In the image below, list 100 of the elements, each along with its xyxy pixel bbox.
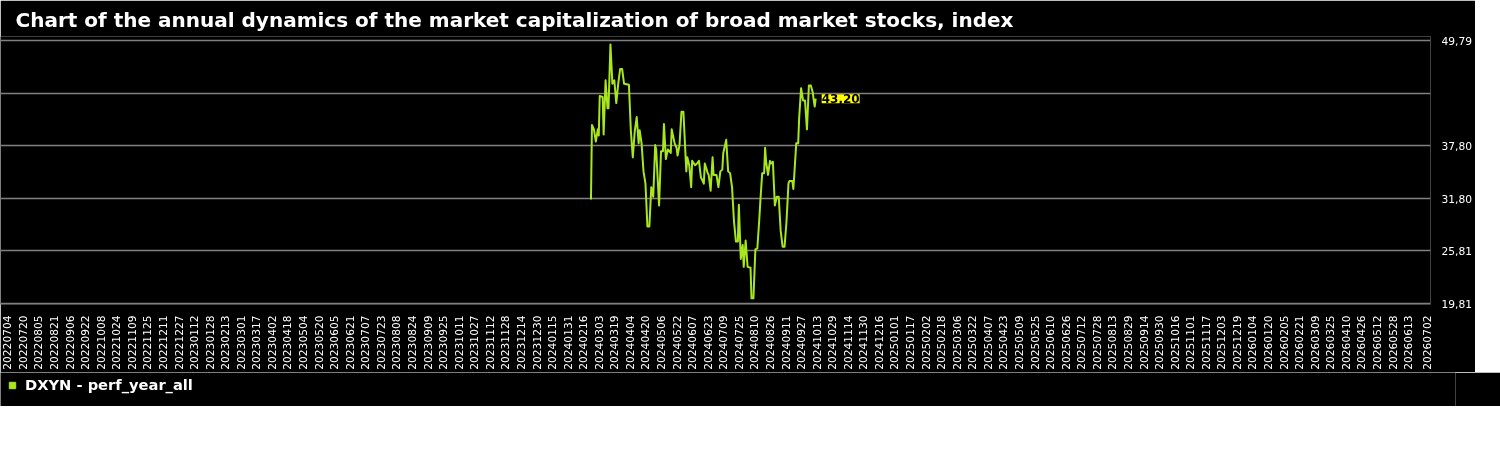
x-tick-label: 20250712 [1075, 315, 1089, 370]
x-tick-label: 20251117 [1199, 315, 1213, 370]
x-tick-label: 20240319 [608, 315, 622, 370]
x-tick-label: 20241114 [841, 315, 855, 370]
annotation: 43,20 [821, 92, 860, 107]
x-tick-label: 20241130 [857, 315, 871, 370]
x-tick-label: 20250829 [1121, 315, 1135, 370]
x-tick-label: 20250509 [1013, 315, 1027, 370]
x-tick-label: 20260104 [1246, 315, 1260, 370]
x-tick-label: 20220821 [48, 315, 61, 370]
x-tick-label: 20251203 [1215, 315, 1229, 370]
x-tick-label: 20250218 [935, 315, 949, 370]
x-tick-label: 20240303 [592, 315, 606, 370]
y-tick-label: 19,81 [1441, 297, 1473, 311]
x-tick-label: 20260120 [1262, 315, 1276, 370]
x-tick-label: 20230605 [328, 315, 342, 370]
x-tick-label: 20260221 [1293, 315, 1307, 370]
x-tick-label: 20251219 [1230, 315, 1244, 370]
x-tick-label: 20240927 [795, 315, 809, 370]
x-tick-label: 20260426 [1355, 315, 1369, 370]
x-tick-label: 20260410 [1339, 315, 1353, 370]
x-tick-label: 20251016 [1168, 315, 1182, 370]
x-tick-label: 20250306 [950, 315, 964, 370]
x-tick-label: 20240810 [748, 315, 762, 370]
y-tick-label: 25,81 [1441, 244, 1473, 258]
line-series [589, 43, 817, 300]
x-tick-label: 20231214 [514, 315, 528, 370]
x-tick-label: 20221227 [172, 315, 186, 370]
x-tick-label: 20230301 [234, 315, 248, 370]
y-tick-label: 49,79 [1441, 34, 1473, 48]
x-tick-label: 20230824 [405, 315, 419, 370]
x-tick-label: 20240623 [701, 315, 715, 370]
x-tick-label: 20230707 [359, 315, 373, 370]
x-tick-label: 20241029 [826, 315, 840, 370]
x-tick-label: 20250626 [1059, 315, 1073, 370]
x-tick-label: 20250914 [1137, 315, 1151, 370]
x-tick-label: 20240506 [655, 315, 669, 370]
x-tick-label: 20240826 [763, 315, 777, 370]
x-tick-label: 20251101 [1184, 315, 1198, 370]
legend-label: DXYN - perf_year_all [25, 376, 193, 393]
y-tick-label: 31,80 [1441, 192, 1473, 206]
x-tick-label: 20250101 [888, 315, 902, 370]
x-tick-label: 20260512 [1371, 315, 1384, 370]
x-tick-label: 20220704 [1, 315, 15, 370]
x-tick-label: 20260613 [1402, 315, 1416, 370]
x-tick-label: 20231027 [468, 315, 482, 370]
x-tick-label: 20230723 [374, 315, 388, 370]
x-tick-label: 20240420 [639, 315, 653, 370]
x-tick-label: 20230317 [250, 315, 264, 370]
x-tick-label: 20221024 [110, 315, 124, 370]
x-tick-label: 20230925 [437, 315, 451, 370]
x-tick-label: 20250423 [997, 315, 1011, 370]
x-tick-label: 20230621 [343, 315, 357, 370]
x-tick-label: 20260702 [1420, 315, 1434, 370]
x-tick-label: 20250813 [1106, 315, 1120, 370]
x-tick-label: 20250610 [1044, 315, 1058, 370]
x-tick-label: 20231128 [499, 315, 513, 370]
x-tick-label: 20240911 [779, 315, 793, 370]
x-tick-label: 20220922 [79, 315, 93, 370]
x-tick-label: 20240404 [623, 315, 637, 370]
x-tick-label: 20260205 [1277, 315, 1291, 370]
x-tick-label: 20230402 [265, 315, 279, 370]
x-tick-label: 20231112 [483, 315, 497, 370]
x-tick-label: 20260528 [1386, 315, 1400, 370]
x-tick-label: 20221109 [125, 315, 139, 370]
x-tick-label: 20240131 [561, 315, 575, 370]
x-tick-label: 20230418 [281, 315, 295, 370]
x-tick-label: 20230808 [390, 315, 404, 370]
x-tick-label: 20241216 [872, 315, 886, 370]
x-tick-label: 20230520 [312, 315, 326, 370]
x-tick-label: 20260325 [1324, 315, 1338, 370]
chart-title: Chart of the annual dynamics of the market capitalization of broad market stocks, index [15, 7, 1014, 32]
x-tick-label: 20220720 [16, 315, 30, 370]
x-tick-label: 20260309 [1308, 315, 1322, 370]
x-tick-label: 20230504 [297, 315, 311, 370]
x-tick-label: 20250322 [966, 315, 980, 370]
x-tick-label: 20220805 [32, 315, 46, 370]
x-tick-label: 20230128 [203, 315, 217, 370]
x-tick-label: 20221008 [94, 315, 108, 370]
x-tick-label: 20231230 [530, 315, 544, 370]
x-tick-label: 20240216 [577, 315, 591, 370]
x-tick-label: 20220906 [63, 315, 77, 370]
x-tick-label: 20250930 [1153, 315, 1167, 370]
x-tick-label: 20240709 [717, 315, 731, 370]
x-tick-label: 20230112 [188, 315, 202, 370]
x-tick-label: 20240607 [686, 315, 700, 370]
x-tick-label: 20231011 [452, 315, 466, 370]
x-tick-label: 20240725 [732, 315, 746, 370]
x-tick-label: 20221211 [156, 315, 170, 370]
y-tick-label: 37,80 [1441, 139, 1473, 153]
x-tick-label: 20250728 [1090, 315, 1104, 370]
x-tick-label: 20250525 [1028, 315, 1042, 370]
x-tick-label: 20250202 [919, 315, 933, 370]
x-tick-label: 20241013 [810, 315, 824, 370]
x-tick-label: 20230213 [219, 315, 233, 370]
x-tick-label: 20250117 [904, 315, 918, 370]
x-tick-label: 20240115 [546, 315, 560, 370]
x-tick-label: 20250407 [981, 315, 995, 370]
x-tick-label: 20230909 [421, 315, 435, 370]
x-tick-label: 20221125 [141, 315, 155, 370]
